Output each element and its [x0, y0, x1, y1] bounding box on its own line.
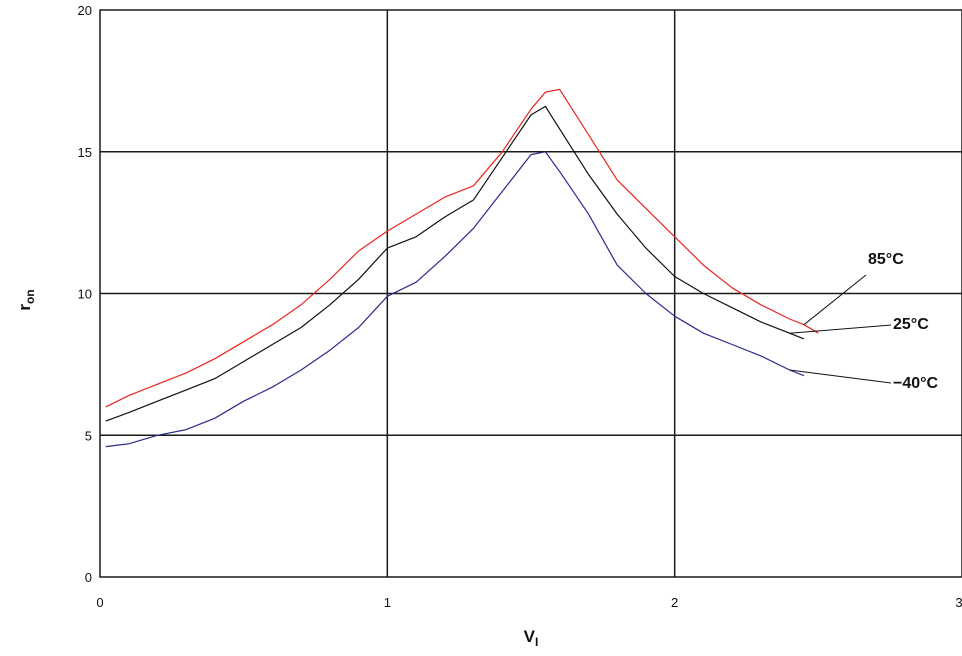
grid [99, 9, 962, 578]
x-tick-label: 1 [384, 595, 391, 610]
x-tick-label: 2 [671, 595, 678, 610]
y-tick-label: 5 [85, 428, 92, 443]
plot-frame [99, 9, 962, 578]
x-axis-title-sub: I [535, 635, 538, 649]
y-tick-label: 0 [85, 570, 92, 585]
y-tick-label: 15 [78, 145, 92, 160]
axis-labels: 0 1 2 3 0 5 10 15 20 [78, 3, 962, 610]
series-line-1 [105, 105, 805, 422]
annotation-leader-2 [789, 369, 892, 384]
x-tick-label: 0 [96, 595, 103, 610]
y-axis-title: ron [15, 289, 37, 310]
x-axis-title: VI [524, 627, 539, 649]
y-axis-title-main: r [15, 304, 34, 311]
annotation-leader-1 [789, 324, 892, 334]
y-tick-label: 10 [78, 287, 92, 302]
annotation-label-0: 85°C [868, 251, 904, 268]
series-line-2 [105, 151, 805, 448]
x-axis-title-main: V [524, 627, 536, 646]
series-line-0 [105, 88, 819, 408]
annotations: 85°C 25°C −40°C [789, 251, 939, 392]
y-axis-title-sub: on [23, 289, 37, 304]
annotation-label-1: 25°C [893, 316, 929, 333]
series-layer [105, 88, 819, 448]
annotation-leader-0 [803, 274, 867, 326]
annotation-label-2: −40°C [893, 375, 939, 392]
x-tick-label: 3 [955, 595, 962, 610]
y-tick-label: 20 [78, 3, 92, 18]
